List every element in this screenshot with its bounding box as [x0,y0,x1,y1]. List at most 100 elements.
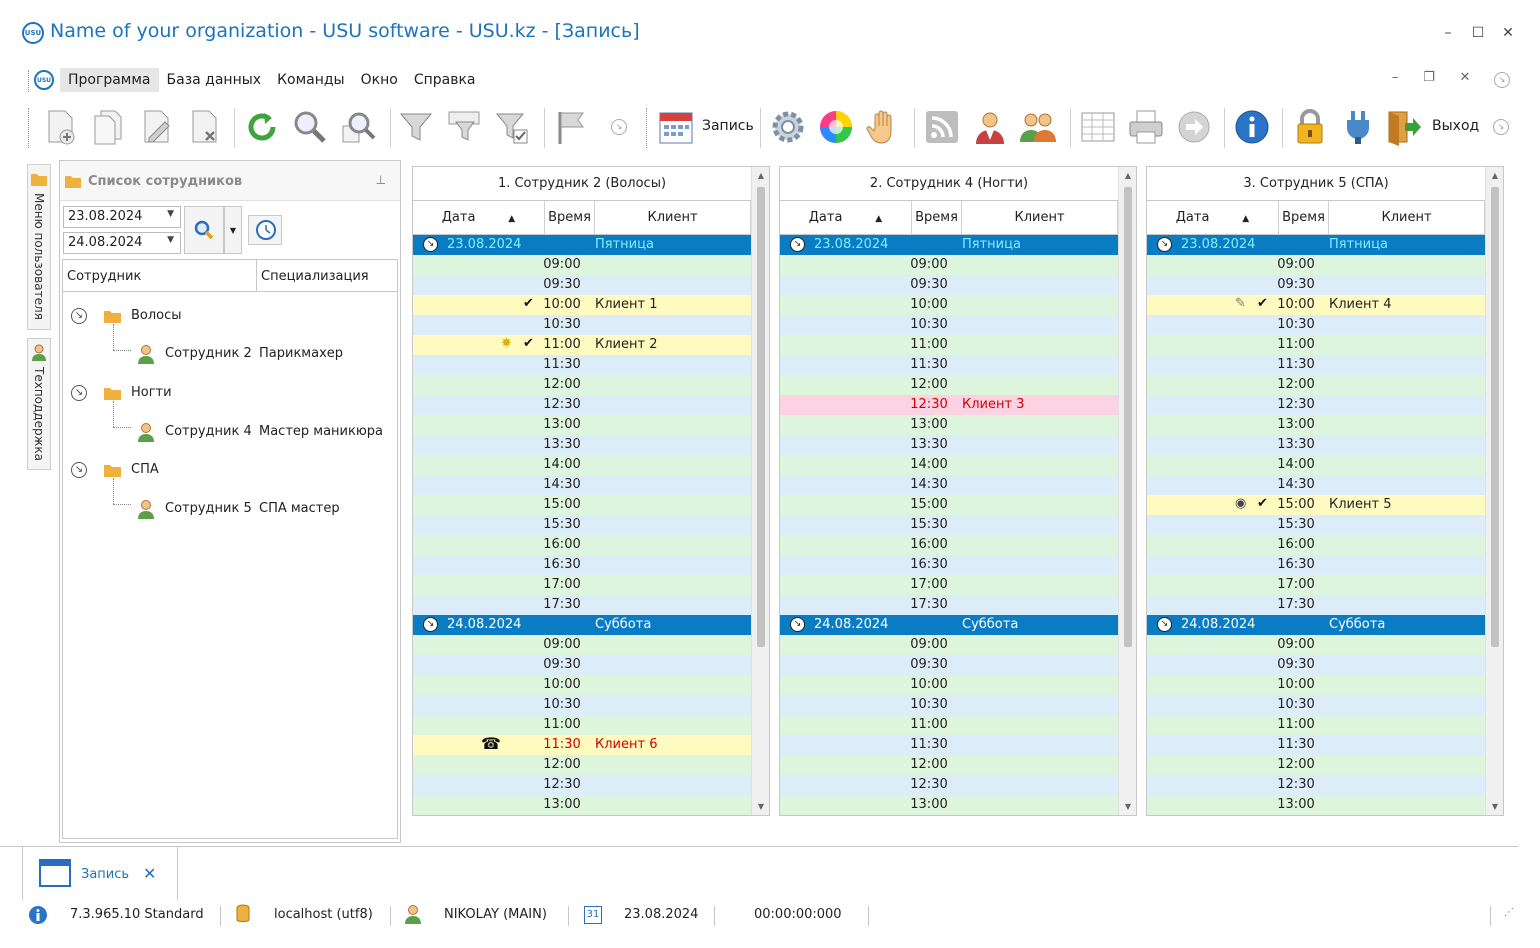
plugin-icon[interactable] [1338,106,1378,148]
time-slot-row[interactable]: 09:30 [413,275,751,295]
collapse-icon[interactable]: ↘ [790,237,805,252]
color-wheel-icon[interactable] [816,106,856,148]
time-slot-row[interactable]: 11:00 [1147,335,1485,355]
time-slot-row[interactable]: 12:30 [413,775,751,795]
time-slot-row[interactable]: 12:30 [780,775,1118,795]
chevron-down-icon[interactable]: ▼ [167,235,174,245]
filter-apply-icon[interactable] [492,106,532,148]
time-slot-row[interactable]: 12:30 [1147,395,1485,415]
tree-group-hair[interactable]: ↘ Волосы [63,304,397,328]
collapse-icon[interactable]: ↘ [71,308,87,324]
calendar-icon[interactable] [656,106,696,148]
time-slot-row[interactable]: 10:00 [780,675,1118,695]
booking-row[interactable]: 11:30 Клиент 6 ☎ [413,734,751,755]
time-slot-row[interactable]: 17:30 [1147,595,1485,615]
menu-help[interactable]: Справка [413,72,476,88]
column-employee[interactable]: Сотрудник [63,260,257,292]
exit-door-icon[interactable] [1384,106,1424,148]
support-tab[interactable]: Техподдержка [27,338,51,470]
scrollbar-thumb[interactable] [1124,187,1132,647]
resize-grip-icon[interactable]: ⋰ [1504,907,1514,918]
toolbar-more-icon[interactable]: ↘ [604,106,634,148]
day-header-row[interactable]: ↘ 23.08.2024 Пятница [413,235,751,255]
sort-ascending-icon[interactable]: ▲ [1239,214,1250,224]
column-date[interactable]: Дата ▲ [780,201,912,235]
time-slot-row[interactable]: 09:30 [1147,275,1485,295]
scroll-down-icon[interactable]: ▼ [757,802,765,811]
menu-more-icon[interactable]: ↘ [1494,72,1510,88]
time-slot-row[interactable]: 16:00 [413,535,751,555]
scroll-up-icon[interactable]: ▲ [757,171,765,180]
collapse-icon[interactable]: ↘ [71,385,87,401]
collapse-icon[interactable]: ↘ [1157,237,1172,252]
time-slot-row[interactable]: 10:30 [413,315,751,335]
time-slot-row[interactable]: 11:30 [413,355,751,375]
mdi-minimize-button[interactable]: – [1391,70,1399,85]
collapse-icon[interactable]: ↘ [1157,617,1172,632]
menu-commands[interactable]: Команды [277,72,345,88]
maximize-button[interactable]: ☐ [1471,25,1485,41]
time-slot-row[interactable]: 12:30 [413,395,751,415]
time-slot-row[interactable]: 14:30 [780,475,1118,495]
search-options-button[interactable]: ▼ [224,206,242,254]
column-specialization[interactable]: Специализация [257,260,397,292]
time-slot-row[interactable]: 11:00 [413,715,751,735]
time-slot-row[interactable]: 09:30 [1147,655,1485,675]
column-client[interactable]: Клиент [595,201,751,235]
day-header-row[interactable]: ↘ 24.08.2024 Суббота [780,615,1118,635]
time-slot-row[interactable]: 15:30 [780,515,1118,535]
time-slot-row[interactable]: 17:30 [413,595,751,615]
vertical-scrollbar[interactable]: ▲ ▼ [1118,167,1136,815]
mdi-close-button[interactable]: ✕ [1459,70,1471,85]
collapse-icon[interactable]: ↘ [71,462,87,478]
time-slot-row[interactable]: 12:00 [413,375,751,395]
tree-employee-4[interactable]: Сотрудник 4 Мастер маникюра [63,420,397,444]
time-slot-row[interactable]: 13:30 [1147,435,1485,455]
exit-label[interactable]: Выход [1432,118,1480,134]
settings-gear-icon[interactable] [768,106,808,148]
column-date[interactable]: Дата ▲ [413,201,545,235]
column-date[interactable]: Дата ▲ [1147,201,1279,235]
rss-feed-icon[interactable] [922,106,962,148]
time-slot-row[interactable]: 11:30 [780,355,1118,375]
time-slot-row[interactable]: 13:00 [413,415,751,435]
scroll-up-icon[interactable]: ▲ [1124,171,1132,180]
time-slot-row[interactable]: 14:30 [413,475,751,495]
menu-database[interactable]: База данных [166,72,262,88]
time-slot-row[interactable]: 13:30 [780,435,1118,455]
users-group-icon[interactable] [1018,106,1058,148]
time-slot-row[interactable]: 11:00 [780,715,1118,735]
chevron-down-icon[interactable]: ▼ [167,209,174,219]
scrollbar-thumb[interactable] [1491,187,1499,647]
time-slot-row[interactable]: 14:00 [780,455,1118,475]
time-slot-row[interactable]: 09:00 [1147,635,1485,655]
date-to-field[interactable]: 24.08.2024 ▼ [63,232,181,254]
time-slot-row[interactable]: 09:30 [413,655,751,675]
time-slot-row[interactable]: 09:30 [780,655,1118,675]
time-slot-row[interactable]: 13:00 [413,795,751,815]
copy-record-icon[interactable] [88,106,128,148]
search-button[interactable] [184,206,224,254]
day-header-row[interactable]: ↘ 23.08.2024 Пятница [1147,235,1485,255]
scroll-down-icon[interactable]: ▼ [1491,802,1499,811]
column-time[interactable]: Время [545,201,595,235]
info-icon[interactable] [1232,106,1272,148]
day-header-row[interactable]: ↘ 24.08.2024 Суббота [413,615,751,635]
time-slot-row[interactable]: 13:00 [780,415,1118,435]
column-client[interactable]: Клиент [962,201,1118,235]
tree-employee-2[interactable]: Сотрудник 2 Парикмахер [63,342,397,366]
menu-program[interactable]: Программа [60,68,159,92]
time-slot-row[interactable]: 13:00 [1147,795,1485,815]
time-slot-row[interactable]: 14:30 [1147,475,1485,495]
day-header-row[interactable]: ↘ 24.08.2024 Суббота [1147,615,1485,635]
clock-button[interactable] [248,215,282,245]
time-slot-row[interactable]: 11:00 [780,335,1118,355]
close-tab-icon[interactable]: ✕ [143,864,157,883]
collapse-icon[interactable]: ↘ [790,617,805,632]
time-slot-row[interactable]: 16:00 [780,535,1118,555]
toolbar-end-more-icon[interactable]: ↘ [1486,106,1516,148]
time-slot-row[interactable]: 09:00 [780,255,1118,275]
time-slot-row[interactable]: 16:30 [1147,555,1485,575]
scroll-up-icon[interactable]: ▲ [1491,171,1499,180]
vertical-scrollbar[interactable]: ▲ ▼ [1485,167,1503,815]
